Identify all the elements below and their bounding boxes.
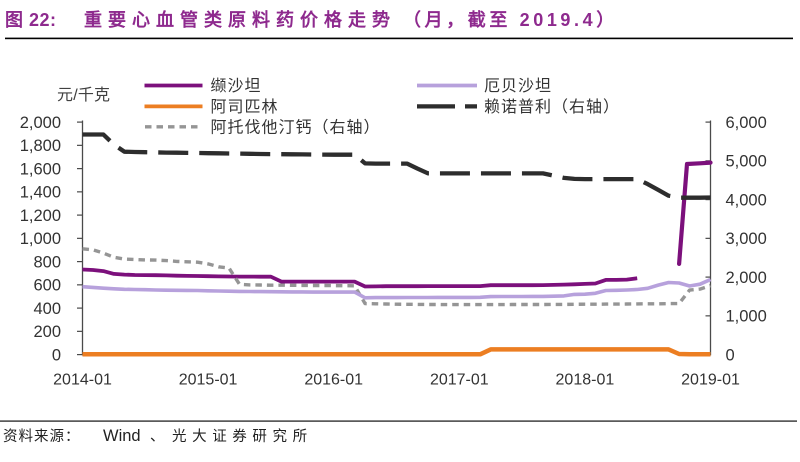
svg-text:1,600: 1,600 <box>20 160 61 178</box>
svg-text:600: 600 <box>33 277 61 295</box>
svg-text:2014-01: 2014-01 <box>53 372 112 389</box>
svg-text:光大证券研究所: 光大证券研究所 <box>172 428 313 445</box>
svg-text:Wind: Wind <box>103 427 141 445</box>
svg-text:800: 800 <box>33 253 61 271</box>
svg-text:2015-01: 2015-01 <box>179 372 238 389</box>
svg-text:2017-01: 2017-01 <box>430 372 489 389</box>
svg-text:2,000: 2,000 <box>726 269 767 287</box>
svg-text:图 22:: 图 22: <box>5 10 57 30</box>
svg-text:（月，截至 2019.4）: （月，截至 2019.4） <box>403 9 618 30</box>
svg-text:2019-01: 2019-01 <box>681 372 740 389</box>
svg-text:资料来源：: 资料来源： <box>3 428 81 445</box>
svg-text:元/千克: 元/千克 <box>57 86 110 104</box>
svg-text:2,000: 2,000 <box>20 114 61 132</box>
svg-text:1,000: 1,000 <box>20 230 61 248</box>
svg-text:阿司匹林: 阿司匹林 <box>211 98 279 116</box>
svg-text:缬沙坦: 缬沙坦 <box>211 77 262 95</box>
svg-text:1,800: 1,800 <box>20 137 61 155</box>
svg-text:1,400: 1,400 <box>20 184 61 202</box>
svg-text:赖诺普利（右轴）: 赖诺普利（右轴） <box>484 98 620 116</box>
svg-text:0: 0 <box>52 346 61 364</box>
svg-text:1,000: 1,000 <box>726 308 767 326</box>
svg-text:2018-01: 2018-01 <box>556 372 615 389</box>
svg-text:0: 0 <box>726 346 735 364</box>
svg-text:5,000: 5,000 <box>726 153 767 171</box>
svg-text:3,000: 3,000 <box>726 230 767 248</box>
svg-text:厄贝沙坦: 厄贝沙坦 <box>484 77 552 95</box>
svg-text:400: 400 <box>33 300 61 318</box>
svg-text:200: 200 <box>33 323 61 341</box>
svg-text:4,000: 4,000 <box>726 191 767 209</box>
svg-text:1,200: 1,200 <box>20 207 61 225</box>
svg-text:2016-01: 2016-01 <box>304 372 363 389</box>
svg-text:重要心血管类原料药价格走势: 重要心血管类原料药价格走势 <box>84 9 396 30</box>
svg-text:、: 、 <box>150 429 165 445</box>
svg-text:6,000: 6,000 <box>726 114 767 132</box>
svg-text:阿托伐他汀钙（右轴）: 阿托伐他汀钙（右轴） <box>211 118 381 136</box>
